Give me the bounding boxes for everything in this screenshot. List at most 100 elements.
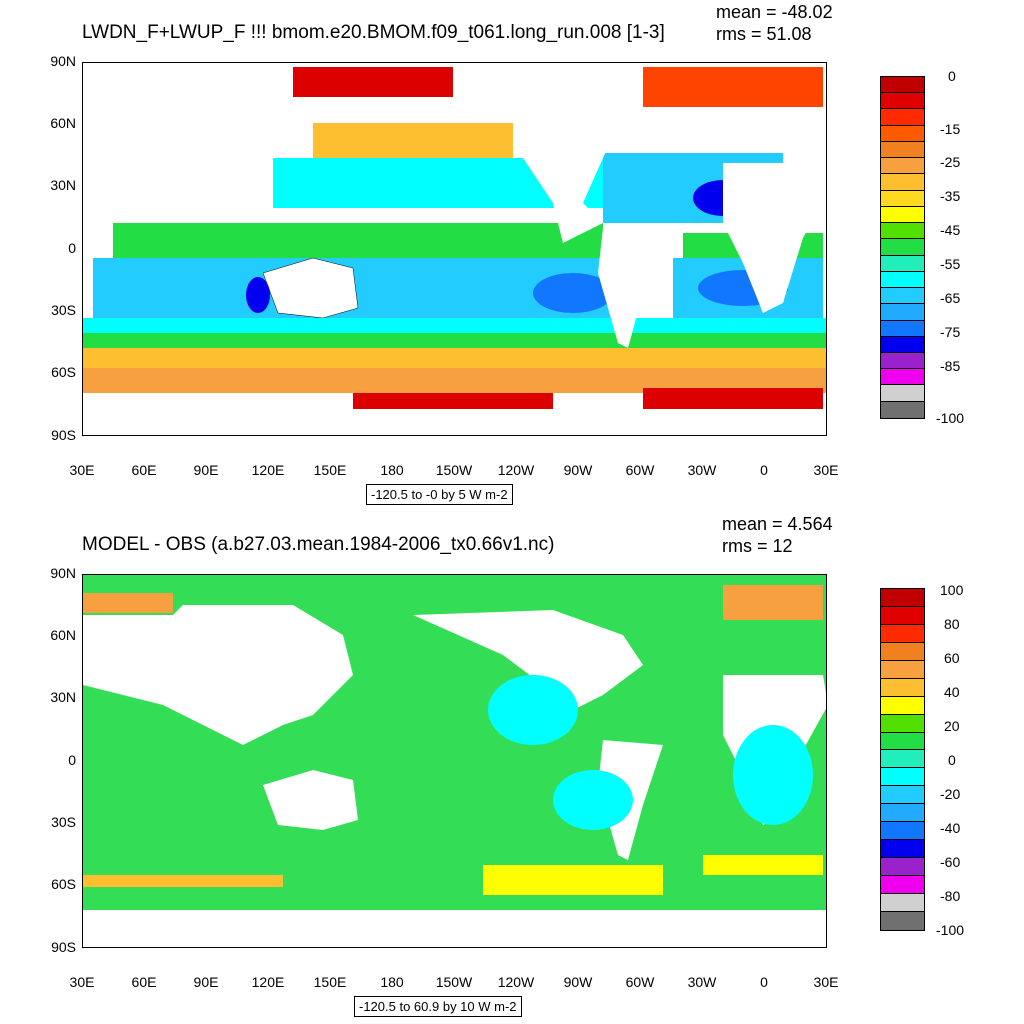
top-ylabel-90s: 90S	[51, 427, 76, 443]
bottom-ylabel-60s: 60S	[51, 876, 76, 892]
colorbar-swatch	[881, 624, 924, 643]
top-title: LWDN_F+LWUP_F !!! bmom.e20.BMOM.f09_t061…	[82, 22, 665, 43]
top-xlabel-0: 0	[760, 462, 768, 478]
top-xlabel-90w: 90W	[563, 462, 593, 478]
bottom-xlabel-90e: 90E	[193, 974, 219, 990]
colorbar-swatch	[881, 858, 924, 876]
top-map	[82, 62, 827, 436]
colorbar-swatch	[881, 304, 924, 321]
bottom-ylabel-60n: 60N	[50, 627, 76, 643]
bottom-map	[82, 574, 827, 948]
bottom-mean: mean = 4.564	[722, 514, 833, 534]
colorbar-swatch	[881, 352, 924, 370]
colorbar-swatch	[881, 822, 924, 841]
colorbar-swatch	[881, 732, 924, 751]
colorbar-swatch	[881, 696, 924, 715]
top-xlabel-60w: 60W	[625, 462, 655, 478]
top-cb-label-8: -85	[940, 358, 961, 374]
bottom-xlabel-30e-end: 30E	[813, 974, 839, 990]
colorbar-swatch	[881, 174, 924, 191]
colorbar-swatch	[881, 125, 924, 142]
top-xlabel-120e: 120E	[251, 462, 285, 478]
top-xlabel-150e: 150E	[313, 462, 347, 478]
colorbar-swatch	[881, 77, 924, 94]
colorbar-swatch	[881, 606, 924, 625]
colorbar-swatch	[881, 876, 924, 894]
top-ylabel-60n: 60N	[50, 115, 76, 131]
colorbar-swatch	[881, 190, 924, 207]
bottom-xlabel-120w: 120W	[497, 974, 535, 990]
top-ylabel-60s: 60S	[51, 364, 76, 380]
top-xlabel-30e-end: 30E	[813, 462, 839, 478]
top-xlabel-60e: 60E	[131, 462, 157, 478]
colorbar-swatch	[881, 804, 924, 823]
bottom-cb-label-8: -60	[940, 854, 961, 870]
colorbar-swatch	[881, 678, 924, 697]
top-mean: mean = -48.02	[716, 2, 833, 22]
bottom-rms: rms = 12	[722, 536, 793, 556]
bottom-xlabel-30w: 30W	[687, 974, 717, 990]
colorbar-swatch	[881, 223, 924, 240]
bottom-xlabel-120e: 120E	[251, 974, 285, 990]
bottom-xlabel-150w: 150W	[435, 974, 473, 990]
top-xlabel-90e: 90E	[193, 462, 219, 478]
colorbar-swatch	[881, 336, 924, 353]
top-cb-label-7: -75	[940, 324, 961, 340]
colorbar-swatch	[881, 93, 924, 110]
top-xlabel-30e: 30E	[69, 462, 95, 478]
top-panel: LWDN_F+LWUP_F !!! bmom.e20.BMOM.f09_t061…	[50, 2, 964, 505]
top-xlabel-30w: 30W	[687, 462, 717, 478]
top-ylabel-eq: 0	[68, 240, 76, 256]
bottom-ylabel-90s: 90S	[51, 939, 76, 955]
bottom-xlabel-60w: 60W	[625, 974, 655, 990]
top-cb-label-0: 0	[948, 68, 956, 84]
colorbar-swatch	[881, 385, 924, 402]
top-contour-info: -120.5 to -0 by 5 W m-2	[366, 484, 513, 505]
colorbar-swatch	[881, 109, 924, 126]
top-cb-label-6: -65	[940, 290, 961, 306]
colorbar-swatch	[881, 642, 924, 661]
top-cb-label-1: -15	[940, 121, 961, 137]
top-cb-label-3: -35	[940, 188, 961, 204]
colorbar-swatch	[881, 911, 924, 930]
colorbar-swatch	[881, 158, 924, 175]
bottom-xlabel-30e: 30E	[69, 974, 95, 990]
bottom-title: MODEL - OBS (a.b27.03.mean.1984-2006_tx0…	[82, 534, 555, 555]
bottom-cb-label-0: 100	[940, 582, 964, 598]
bottom-xlabel-180: 180	[380, 974, 404, 990]
bottom-panel: MODEL - OBS (a.b27.03.mean.1984-2006_tx0…	[0, 512, 1024, 1024]
colorbar-swatch	[881, 768, 924, 787]
bottom-cb-label-1: 80	[944, 616, 960, 632]
colorbar-swatch	[881, 288, 924, 305]
bottom-ylabel-30n: 30N	[50, 689, 76, 705]
colorbar-swatch	[881, 840, 924, 859]
colorbar-swatch	[881, 206, 924, 224]
colorbar-swatch	[881, 320, 924, 337]
bottom-xlabel-150e: 150E	[313, 974, 347, 990]
bottom-cb-label-9: -80	[940, 888, 961, 904]
bottom-colorbar	[880, 588, 925, 931]
bottom-cb-label-6: -20	[940, 786, 961, 802]
colorbar-swatch	[881, 714, 924, 733]
bottom-contour-info: -120.5 to 60.9 by 10 W m-2	[354, 996, 522, 1017]
colorbar-swatch	[881, 893, 924, 912]
colorbar-swatch	[881, 255, 924, 272]
colorbar-swatch	[881, 239, 924, 256]
colorbar-swatch	[881, 141, 924, 159]
colorbar-swatch	[881, 750, 924, 769]
top-ylabel-30s: 30S	[51, 302, 76, 318]
bottom-ylabel-30s: 30S	[51, 814, 76, 830]
colorbar-swatch	[881, 271, 924, 289]
bottom-cb-label-5: 0	[948, 752, 956, 768]
top-rms: rms = 51.08	[716, 24, 812, 44]
colorbar-swatch	[881, 589, 924, 607]
top-map-field	[83, 63, 826, 435]
colorbar-swatch	[881, 660, 924, 679]
top-xlabel-150w: 150W	[435, 462, 473, 478]
bottom-ylabel-90n: 90N	[50, 565, 76, 581]
colorbar-swatch	[881, 369, 924, 386]
bottom-ylabel-eq: 0	[68, 752, 76, 768]
bottom-map-field	[83, 575, 826, 947]
bottom-xlabel-60e: 60E	[131, 974, 157, 990]
bottom-cb-label-7: -40	[940, 820, 961, 836]
